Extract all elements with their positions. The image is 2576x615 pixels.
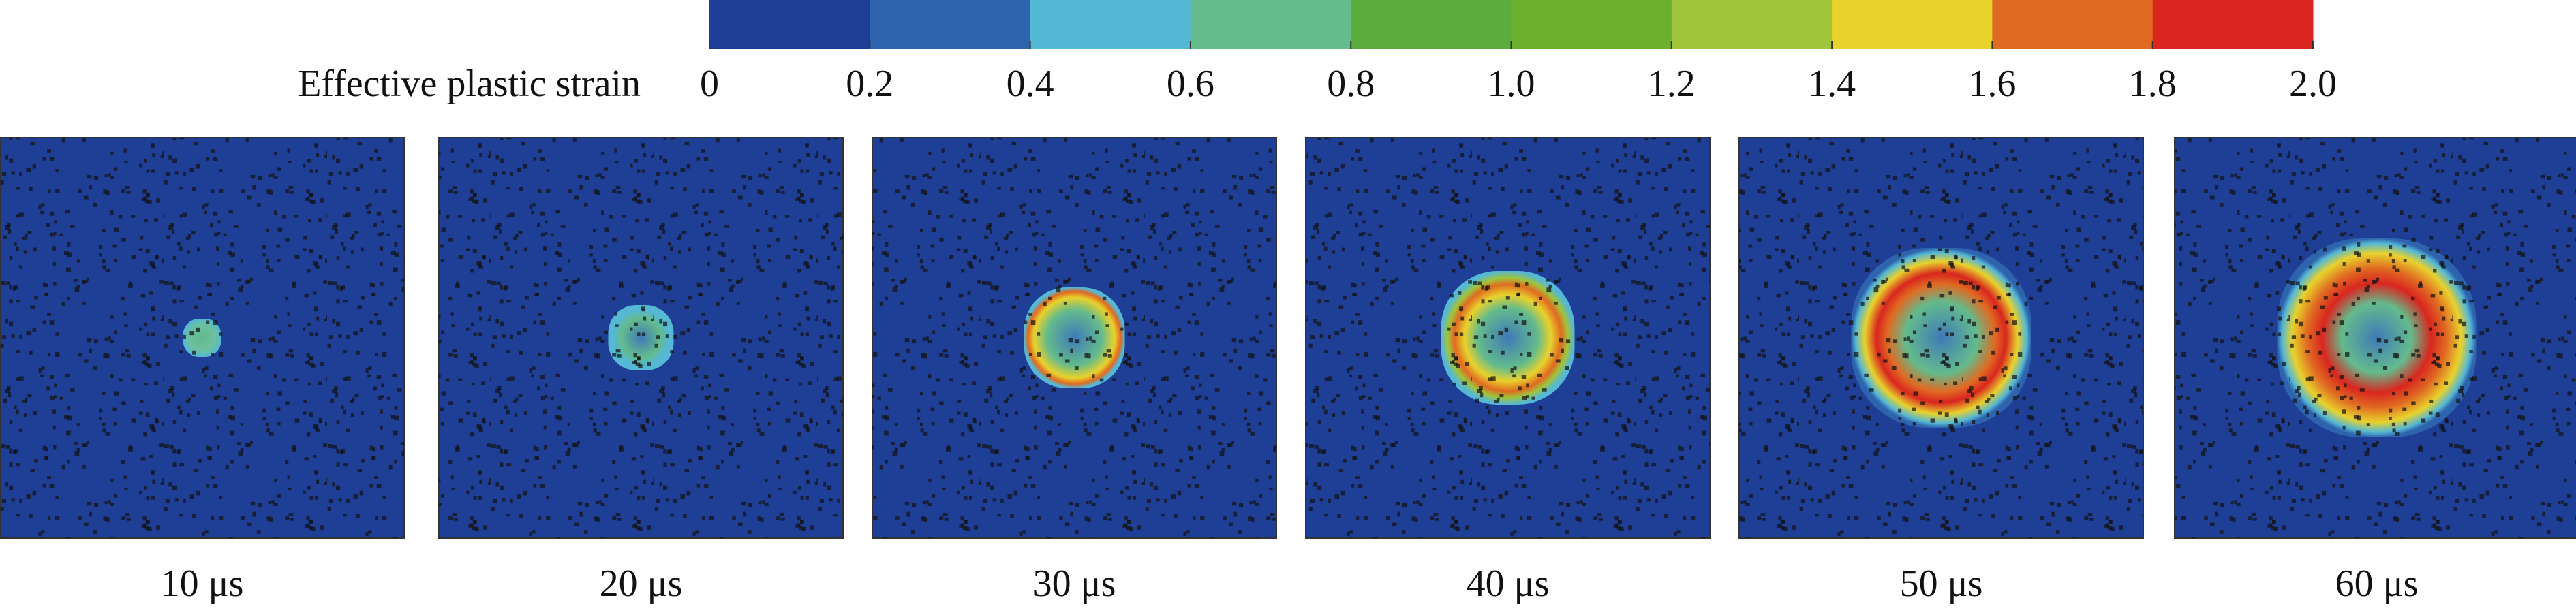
colorbar-segment bbox=[2152, 0, 2314, 49]
panel-label: 40 μs bbox=[1467, 563, 1550, 605]
panel-label: 50 μs bbox=[1900, 563, 1983, 605]
speckle-overlay bbox=[1306, 138, 1710, 538]
colorbar-segment bbox=[709, 0, 870, 49]
speckle-overlay bbox=[872, 138, 1276, 538]
colorbar-tick-label: 0.8 bbox=[1327, 63, 1375, 105]
colorbar-tick-label: 2.0 bbox=[2289, 63, 2337, 105]
colorbar-segment bbox=[1832, 0, 1993, 49]
panel-label: 30 μs bbox=[1033, 563, 1116, 605]
panel-label: 60 μs bbox=[2335, 563, 2419, 605]
panel-label: 20 μs bbox=[600, 563, 683, 605]
colorbar-label: Effective plastic strain bbox=[298, 63, 641, 105]
colorbar-segment bbox=[1511, 0, 1672, 49]
colorbar-tick-label: 0 bbox=[700, 63, 719, 105]
speckle-overlay bbox=[2175, 138, 2576, 538]
colorbar-segment bbox=[870, 0, 1031, 49]
colorbar-tick-label: 1.6 bbox=[1968, 63, 2016, 105]
colorbar-tick-label: 0.4 bbox=[1007, 63, 1054, 105]
panel-label: 10 μs bbox=[161, 563, 244, 605]
colorbar-tick-label: 1.4 bbox=[1808, 63, 1856, 105]
colorbar-segment bbox=[1671, 0, 1833, 49]
colorbar-segment bbox=[1190, 0, 1351, 49]
speckle-overlay bbox=[439, 138, 843, 538]
colorbar-tick-label: 0.6 bbox=[1167, 63, 1214, 105]
colorbar-segment bbox=[1351, 0, 1512, 49]
colorbar-tick-label: 1.0 bbox=[1488, 63, 1535, 105]
colorbar-tick-label: 1.2 bbox=[1648, 63, 1696, 105]
colorbar-tick-label: 0.2 bbox=[846, 63, 893, 105]
colorbar-segment bbox=[1992, 0, 2153, 49]
colorbar-segment bbox=[1030, 0, 1191, 49]
colorbar-tick-label: 1.8 bbox=[2129, 63, 2177, 105]
speckle-overlay bbox=[0, 138, 404, 538]
speckle-overlay bbox=[1739, 138, 2143, 538]
